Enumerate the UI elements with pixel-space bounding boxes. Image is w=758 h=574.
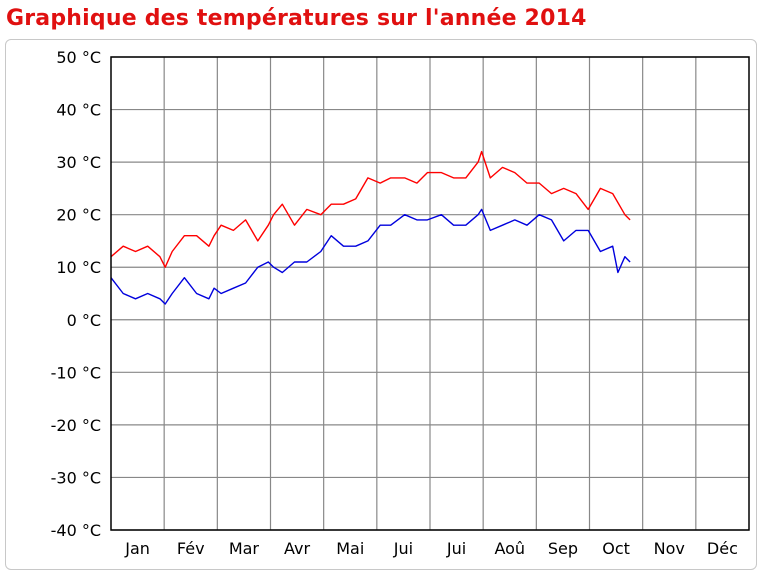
x-tick-label: Aoû [494, 539, 525, 558]
y-tick-label: -20 °C [51, 416, 101, 435]
x-tick-label: Avr [284, 539, 310, 558]
y-tick-label: -10 °C [51, 363, 101, 382]
x-tick-label: Mar [229, 539, 260, 558]
x-axis-ticks: Jan Fév Mar Avr Mai Jui Jui Aoû Sep Oct Nov Déc [124, 539, 738, 558]
series-line-min [110, 208, 631, 305]
chart-frame [5, 39, 757, 570]
chart-title: Graphique des températures sur l'année 2… [6, 6, 587, 31]
y-tick-label: 10 °C [56, 258, 101, 277]
y-tick-label: 20 °C [56, 206, 101, 225]
x-tick-label: Jui [393, 539, 413, 558]
y-tick-label: 30 °C [56, 153, 101, 172]
y-tick-label: -40 °C [51, 521, 101, 540]
x-tick-label: Jan [124, 539, 150, 558]
y-tick-label: 0 °C [67, 311, 101, 330]
y-tick-label: 50 °C [56, 48, 101, 67]
x-tick-label: Jui [446, 539, 466, 558]
plot-border [110, 56, 750, 531]
x-tick-label: Oct [602, 539, 630, 558]
x-tick-label: Nov [654, 539, 685, 558]
series-layer [110, 150, 631, 305]
x-tick-label: Fév [177, 539, 205, 558]
y-tick-label: -30 °C [51, 468, 101, 487]
y-axis-ticks: 50 °C 40 °C 30 °C 20 °C 10 °C 0 °C -10 °C -20 °… [51, 48, 101, 540]
x-tick-label: Déc [707, 539, 738, 558]
x-tick-label: Sep [548, 539, 578, 558]
x-tick-label: Mai [336, 539, 364, 558]
series-line-max [110, 150, 631, 268]
y-tick-label: 40 °C [56, 101, 101, 120]
grid-lines [111, 56, 749, 531]
